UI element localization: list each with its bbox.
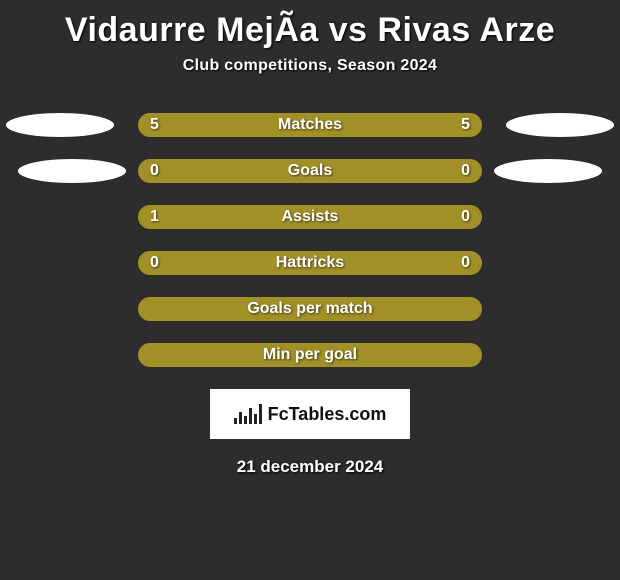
stat-bar-left [140, 207, 405, 227]
stat-bar-track [138, 343, 482, 367]
stat-bar-left [140, 345, 480, 365]
page-title: Vidaurre MejÃ­a vs Rivas Arze [0, 8, 620, 57]
infographic-date: 21 december 2024 [0, 457, 620, 477]
stat-bar-track [138, 297, 482, 321]
stat-value-left: 0 [150, 254, 159, 272]
stat-bar-left [140, 299, 480, 319]
right-ellipse-icon [506, 113, 614, 137]
comparison-infographic: Vidaurre MejÃ­a vs Rivas Arze Club compe… [0, 0, 620, 477]
right-ellipse-icon [494, 159, 602, 183]
stat-bar-left [140, 115, 310, 135]
stat-bar-track [138, 113, 482, 137]
stat-bar-track [138, 159, 482, 183]
left-ellipse-icon [6, 113, 114, 137]
stat-value-right: 0 [461, 254, 470, 272]
stat-row: Goals per match [0, 297, 620, 321]
left-ellipse-icon [18, 159, 126, 183]
stat-bar-right [310, 115, 480, 135]
stat-row: 00Hattricks [0, 251, 620, 275]
stat-bar-track [138, 205, 482, 229]
stat-row: Min per goal [0, 343, 620, 367]
stat-value-right: 0 [461, 208, 470, 226]
stat-rows: 55Matches00Goals10Assists00HattricksGoal… [0, 113, 620, 367]
logo-text: FcTables.com [268, 404, 387, 425]
fctables-logo: FcTables.com [210, 389, 410, 439]
stat-row: 10Assists [0, 205, 620, 229]
stat-value-right: 0 [461, 162, 470, 180]
stat-bar-track [138, 251, 482, 275]
stat-value-left: 0 [150, 162, 159, 180]
stat-value-right: 5 [461, 116, 470, 134]
stat-row: 55Matches [0, 113, 620, 137]
stat-value-left: 1 [150, 208, 159, 226]
logo-bars-icon [234, 404, 262, 424]
stat-value-left: 5 [150, 116, 159, 134]
page-subtitle: Club competitions, Season 2024 [0, 57, 620, 75]
stat-row: 00Goals [0, 159, 620, 183]
